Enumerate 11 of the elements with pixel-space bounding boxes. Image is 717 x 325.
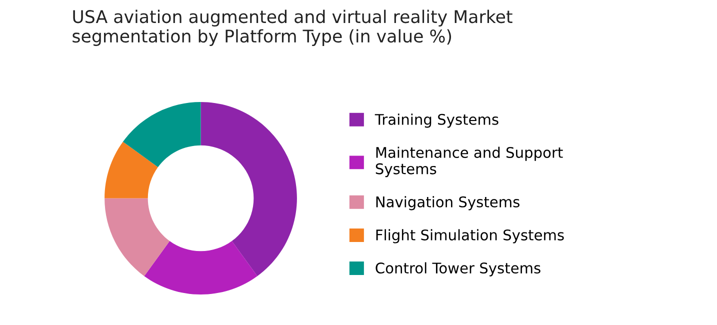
- legend-label: Control Tower Systems: [376, 262, 540, 276]
- donut-slice: [200, 102, 297, 276]
- chart-title: USA aviation augmented and virtual reality Market segmentation by Platform Type (in value %): [72, 10, 512, 46]
- donut-slice: [104, 198, 170, 276]
- legend-label: Maintenance and Support Systems: [376, 146, 563, 178]
- donut-slice: [104, 142, 158, 198]
- legend-label: Flight Simulation Systems: [376, 229, 564, 244]
- donut-slice: [144, 241, 258, 294]
- donut-slice: [122, 102, 201, 168]
- legend-label: Navigation Systems: [376, 196, 520, 210]
- legend-label: Training Systems: [374, 114, 498, 128]
